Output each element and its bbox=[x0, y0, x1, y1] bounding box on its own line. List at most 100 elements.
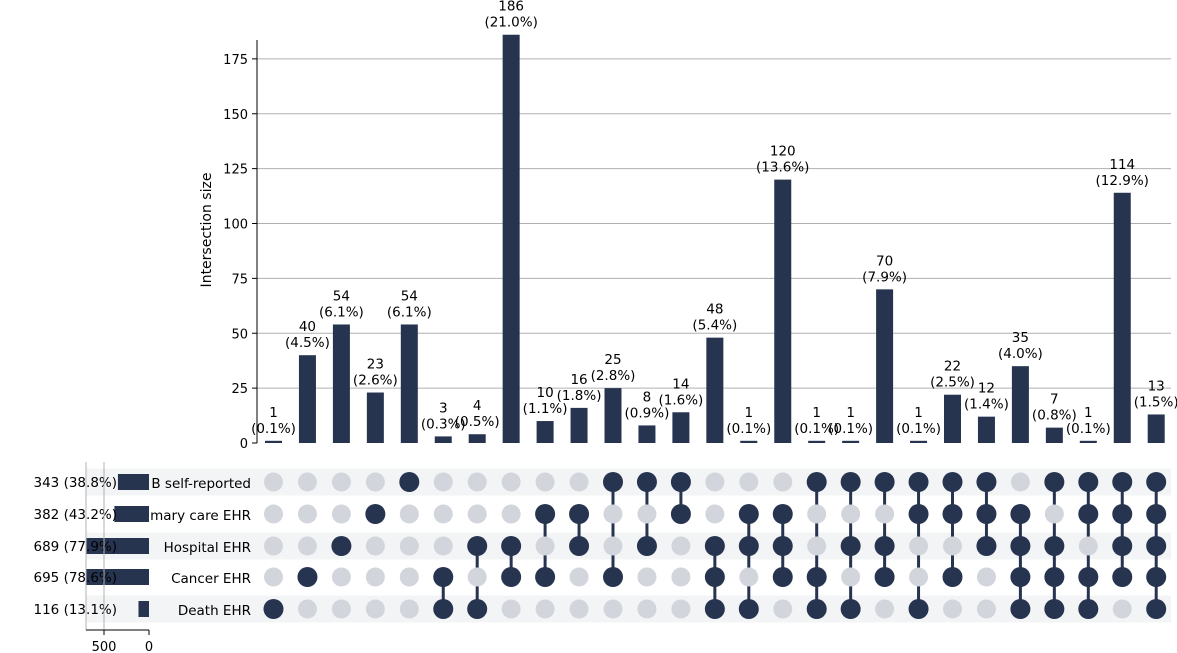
matrix-dot-filled bbox=[1010, 599, 1031, 619]
matrix-dot-empty bbox=[501, 472, 521, 492]
matrix-dot-empty bbox=[399, 504, 419, 524]
bar-percent-label: (6.1%) bbox=[319, 304, 364, 320]
matrix-dot-empty bbox=[264, 567, 283, 587]
matrix-dot-empty bbox=[331, 599, 351, 619]
matrix-dot-empty bbox=[875, 504, 895, 524]
matrix-dot-filled bbox=[874, 536, 895, 556]
matrix-dot-empty bbox=[739, 472, 759, 492]
matrix-dot-filled bbox=[467, 536, 488, 556]
matrix-dot-filled bbox=[772, 504, 793, 524]
intersection-bar bbox=[706, 337, 724, 443]
bar-value-label: 48 bbox=[706, 302, 723, 318]
intersection-bar bbox=[1079, 440, 1097, 443]
bar-percent-label: (4.5%) bbox=[285, 335, 330, 351]
matrix-dot-filled bbox=[908, 504, 929, 524]
matrix-dot-filled bbox=[1044, 536, 1065, 556]
matrix-dot-filled bbox=[1146, 567, 1167, 587]
intersection-bar bbox=[298, 355, 316, 443]
bar-percent-label: (2.5%) bbox=[930, 375, 975, 391]
intersection-bar bbox=[604, 388, 622, 443]
y-tick-label: 125 bbox=[223, 163, 248, 178]
bar-percent-label: (0.3%) bbox=[421, 416, 466, 432]
matrix-dot-empty bbox=[535, 472, 555, 492]
intersection-bar bbox=[638, 425, 656, 443]
matrix-dot-filled bbox=[365, 504, 386, 524]
set-name-label: Death EHR bbox=[178, 603, 251, 619]
matrix-dot-empty bbox=[365, 567, 385, 587]
matrix-dot-empty bbox=[569, 567, 589, 587]
matrix-dot-empty bbox=[365, 472, 385, 492]
y-tick-label: 150 bbox=[223, 108, 248, 123]
matrix-dot-empty bbox=[501, 504, 521, 524]
matrix-dot-filled bbox=[874, 472, 895, 492]
matrix-dot-empty bbox=[671, 567, 691, 587]
y-tick-label: 75 bbox=[231, 272, 248, 287]
matrix-dot-empty bbox=[603, 504, 623, 524]
matrix-dot-empty bbox=[535, 599, 555, 619]
matrix-dot-filled bbox=[1078, 504, 1099, 524]
matrix-dot-filled bbox=[1010, 536, 1031, 556]
intersection-bar bbox=[977, 416, 995, 443]
matrix-dot-empty bbox=[807, 504, 827, 524]
matrix-dot-empty bbox=[603, 599, 623, 619]
matrix-dot-filled bbox=[433, 599, 454, 619]
matrix-dot-filled bbox=[976, 536, 997, 556]
matrix-dot-empty bbox=[264, 472, 283, 492]
matrix-dot-filled bbox=[1146, 599, 1167, 619]
matrix-dot-empty bbox=[297, 472, 317, 492]
matrix-dot-filled bbox=[501, 567, 522, 587]
matrix-dot-filled bbox=[738, 599, 759, 619]
intersection-bar bbox=[332, 324, 350, 443]
matrix-dot-empty bbox=[637, 567, 657, 587]
matrix-dot-empty bbox=[909, 536, 929, 556]
membership-matrix bbox=[263, 472, 1167, 619]
set-size-bar bbox=[114, 506, 149, 522]
matrix-dot-filled bbox=[840, 536, 861, 556]
matrix-dot-empty bbox=[264, 536, 283, 556]
matrix-dot-empty bbox=[433, 504, 453, 524]
bar-percent-label: (1.4%) bbox=[964, 397, 1009, 413]
bar-value-label: 1 bbox=[269, 405, 278, 421]
matrix-dot-empty bbox=[1010, 472, 1030, 492]
matrix-dot-empty bbox=[297, 599, 317, 619]
bar-value-label: 4 bbox=[473, 398, 482, 414]
matrix-dot-filled bbox=[738, 504, 759, 524]
set-size-value: 116 bbox=[34, 602, 60, 618]
matrix-dot-filled bbox=[806, 472, 827, 492]
matrix-dot-empty bbox=[671, 599, 691, 619]
matrix-dot-filled bbox=[942, 567, 963, 587]
matrix-dot-empty bbox=[331, 504, 351, 524]
intersection-bars bbox=[265, 34, 1165, 443]
bar-percent-label: (0.1%) bbox=[251, 421, 296, 437]
matrix-dot-empty bbox=[1112, 599, 1132, 619]
matrix-dot-filled bbox=[1078, 599, 1099, 619]
set-size-percent: (13.1%) bbox=[64, 602, 117, 618]
matrix-dot-empty bbox=[501, 599, 521, 619]
matrix-dot-filled bbox=[806, 599, 827, 619]
set-size-value: 343 bbox=[34, 475, 60, 491]
matrix-dot-filled bbox=[1146, 504, 1167, 524]
bar-value-label: 13 bbox=[1148, 378, 1165, 394]
bar-percent-label: (13.6%) bbox=[756, 160, 809, 176]
bar-value-label: 23 bbox=[367, 357, 384, 373]
intersection-bar bbox=[570, 407, 588, 443]
set-name-label: B self-reported bbox=[151, 476, 251, 492]
matrix-dot-filled bbox=[976, 504, 997, 524]
intersection-bar bbox=[1147, 414, 1165, 443]
matrix-dot-empty bbox=[943, 599, 962, 619]
matrix-dot-empty bbox=[841, 567, 861, 587]
matrix-dot-filled bbox=[704, 567, 725, 587]
matrix-dot-filled bbox=[1078, 567, 1099, 587]
intersection-bar bbox=[774, 179, 792, 443]
bar-value-label: 54 bbox=[333, 288, 350, 304]
matrix-dot-empty bbox=[807, 536, 827, 556]
set-size-value: 695 bbox=[34, 570, 60, 586]
matrix-dot-filled bbox=[1146, 536, 1167, 556]
matrix-dot-empty bbox=[433, 472, 453, 492]
matrix-dot-filled bbox=[1010, 567, 1031, 587]
matrix-dot-empty bbox=[467, 567, 487, 587]
matrix-dot-empty bbox=[365, 599, 385, 619]
bar-value-label: 54 bbox=[401, 288, 418, 304]
matrix-dot-filled bbox=[467, 599, 488, 619]
matrix-dot-empty bbox=[637, 599, 657, 619]
